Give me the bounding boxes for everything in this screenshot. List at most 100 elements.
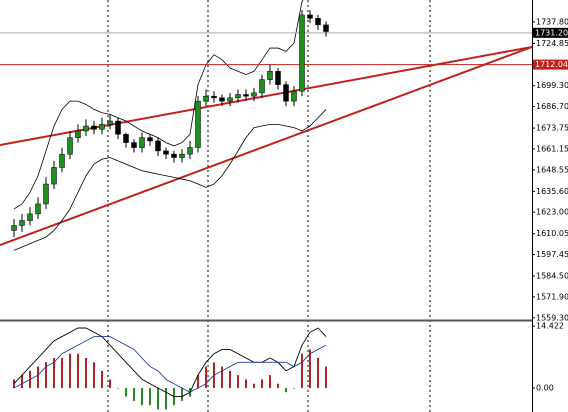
- signal-line: [13, 336, 327, 393]
- candle-body: [35, 203, 41, 215]
- histogram-bar: [253, 383, 255, 388]
- candle-body: [131, 142, 137, 148]
- y-tick-label: 1635.60: [536, 187, 568, 196]
- histogram-bar: [221, 366, 223, 388]
- histogram-bar: [93, 362, 95, 388]
- candle-body: [75, 130, 81, 138]
- candle-body: [147, 137, 153, 142]
- y-tick-label: 1623.00: [536, 208, 568, 217]
- candle-body: [299, 14, 305, 92]
- y-tick-label: 1673.75: [536, 124, 568, 133]
- histogram-bar: [317, 358, 319, 388]
- candle-body: [307, 14, 313, 19]
- histogram-bar: [141, 388, 143, 406]
- candle-body: [107, 120, 113, 125]
- candle-body: [27, 213, 33, 221]
- candle-body: [59, 153, 65, 168]
- y-tick-label: 1597.45: [536, 250, 568, 259]
- y-tick-label: 1559.30: [536, 313, 568, 322]
- candle-body: [19, 220, 25, 226]
- candle-body: [51, 167, 57, 185]
- histogram-bar: [61, 358, 63, 388]
- candle-body: [251, 92, 257, 97]
- candle-body: [123, 134, 129, 143]
- histogram-bar: [205, 366, 207, 388]
- histogram-bar: [149, 388, 151, 406]
- candle-body: [83, 125, 89, 132]
- histogram-bar: [261, 379, 263, 388]
- histogram-bar: [117, 388, 119, 389]
- y-tick-label: 14.422: [536, 322, 564, 331]
- histogram-bar: [285, 388, 287, 393]
- histogram-bar: [197, 375, 199, 388]
- histogram-bar: [301, 353, 303, 388]
- histogram-bar: [69, 353, 71, 388]
- candle-body: [243, 94, 249, 97]
- y-tick-label: 1571.90: [536, 292, 568, 301]
- y-tick-label: 1648.55: [536, 165, 568, 174]
- histogram-bar: [85, 358, 87, 388]
- lower-band: [13, 109, 327, 251]
- y-tick-label: 1686.70: [536, 102, 568, 111]
- histogram-bar: [277, 383, 279, 388]
- histogram-bar: [293, 388, 295, 389]
- y-tick-label: 1584.50: [536, 272, 568, 281]
- histogram-bar: [229, 370, 231, 388]
- histogram-bar: [53, 358, 55, 388]
- histogram-bar: [101, 370, 103, 388]
- candle-body: [43, 183, 49, 205]
- candle-body: [171, 153, 177, 158]
- candle-body: [203, 95, 209, 102]
- candle-body: [227, 97, 233, 102]
- candle-body: [139, 137, 145, 148]
- candle-body: [211, 95, 217, 99]
- level-label-box: [533, 59, 568, 70]
- candle-body: [275, 71, 281, 85]
- candle-body: [235, 94, 241, 99]
- candle-body: [179, 153, 185, 158]
- histogram-bar: [77, 353, 79, 388]
- price-label-box: [533, 27, 568, 38]
- candle-body: [99, 124, 105, 130]
- histogram-bar: [21, 375, 23, 388]
- histogram-bar: [37, 366, 39, 388]
- candle-body: [315, 17, 321, 26]
- histogram-bar: [237, 375, 239, 388]
- candle-body: [259, 79, 265, 94]
- candle-body: [219, 97, 225, 102]
- candle-body: [267, 71, 273, 80]
- histogram-bar: [181, 388, 183, 401]
- price-label: 1731.20: [535, 28, 568, 37]
- histogram-bar: [157, 388, 159, 410]
- histogram-bar: [109, 379, 111, 388]
- candle-body: [91, 125, 97, 130]
- candle-body: [323, 24, 329, 32]
- histogram-bar: [165, 388, 167, 410]
- y-tick-label: 1661.15: [536, 144, 568, 153]
- trendline: [0, 45, 533, 246]
- histogram-bar: [133, 388, 135, 401]
- candle-body: [11, 225, 17, 231]
- y-tick-label: 1610.05: [536, 229, 568, 238]
- candle-body: [67, 137, 73, 155]
- histogram-bar: [325, 366, 327, 388]
- histogram-bar: [309, 349, 311, 388]
- candle-body: [187, 147, 193, 155]
- macd-line: [13, 327, 327, 398]
- histogram-bar: [269, 375, 271, 388]
- candle-body: [115, 120, 121, 135]
- y-tick-label: 0.00: [536, 384, 554, 393]
- y-tick-label: 1737.80: [536, 17, 568, 26]
- level-label: 1712.04: [535, 60, 568, 69]
- histogram-bar: [125, 388, 127, 397]
- y-tick-label: 1724.85: [536, 39, 568, 48]
- upper-band: [13, 0, 304, 210]
- histogram-bar: [45, 362, 47, 388]
- y-tick-label: 1699.30: [536, 81, 568, 90]
- candle-body: [155, 140, 161, 152]
- candle-body: [163, 150, 169, 155]
- candle-body: [195, 100, 201, 148]
- candle-body: [283, 84, 289, 102]
